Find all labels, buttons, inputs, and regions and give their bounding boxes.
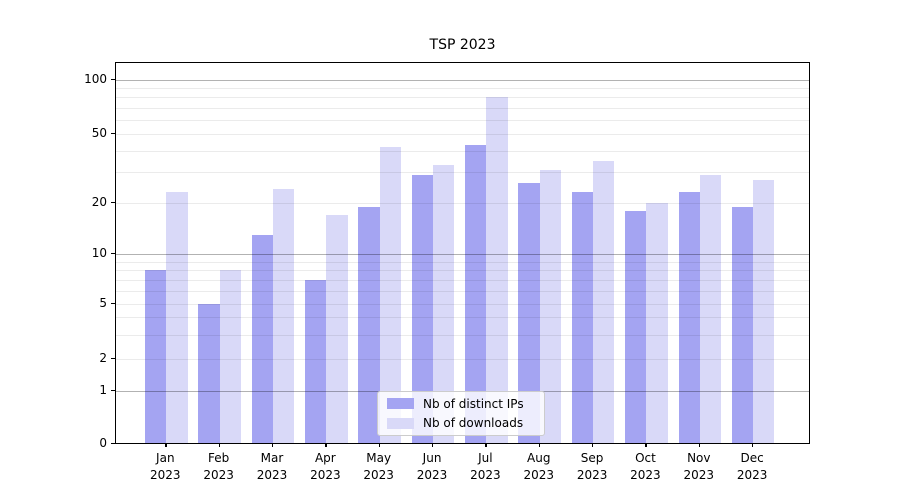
x-tick-label-nov: Nov 2023 [669, 450, 729, 484]
x-tick-label-sep: Sep 2023 [562, 450, 622, 484]
x-tick-label-jul: Jul 2023 [455, 450, 515, 484]
x-tick-month: Mar [260, 451, 284, 465]
x-tick-month: Aug [527, 451, 551, 465]
bar-distinct-ips-nov [678, 192, 700, 443]
bar-downloads-jan [166, 192, 188, 443]
bar-downloads-apr [326, 214, 348, 443]
bar-downloads-nov [699, 175, 722, 443]
y-tick-mark-2 [111, 358, 115, 360]
x-tick-year: 2023 [523, 468, 555, 482]
x-tick-mark-oct [645, 443, 647, 447]
x-tick-year: 2023 [203, 468, 234, 482]
y-tick-mark-0 [111, 443, 115, 445]
x-tick-year: 2023 [150, 468, 181, 482]
y-tick-label-0: 0 [99, 436, 107, 450]
x-tick-label-apr: Apr 2023 [295, 450, 355, 484]
x-tick-mark-jun [432, 443, 434, 447]
legend: Nb of distinct IPs Nb of downloads [377, 391, 545, 436]
x-tick-year: 2023 [416, 468, 448, 482]
x-tick-month: Jan [156, 451, 175, 465]
bar-downloads-may [379, 147, 401, 443]
bar-distinct-ips-feb [198, 304, 220, 443]
y-tick-label-100: 100 [84, 72, 107, 86]
x-tick-year: 2023 [256, 468, 288, 482]
y-tick-mark-100 [111, 79, 115, 81]
bar-distinct-ips-may [358, 206, 380, 443]
bar-downloads-aug [539, 169, 562, 443]
x-tick-label-oct: Oct 2023 [615, 450, 675, 484]
x-tick-label-feb: Feb 2023 [189, 450, 249, 484]
legend-label-distinct-ips: Nb of distinct IPs [423, 396, 524, 411]
bar-distinct-ips-aug [518, 183, 540, 443]
bar-distinct-ips-mar [251, 234, 273, 443]
x-tick-mark-aug [538, 443, 541, 447]
y-tick-label-50: 50 [91, 126, 107, 140]
bar-downloads-oct [646, 203, 668, 443]
y-tick-mark-20 [111, 202, 115, 204]
chart-title: TSP 2023 [429, 37, 496, 53]
y-tick-label-5: 5 [99, 296, 107, 310]
x-tick-month: May [366, 451, 392, 465]
bar-distinct-ips-dec [731, 206, 754, 443]
x-tick-year: 2023 [470, 468, 501, 482]
x-tick-year: 2023 [310, 468, 341, 482]
legend-swatch-downloads [387, 417, 414, 429]
x-tick-label-dec: Dec 2023 [722, 450, 782, 484]
legend-label-downloads: Nb of downloads [423, 416, 524, 431]
legend-row-distinct-ips: Nb of distinct IPs [387, 397, 544, 411]
x-tick-label-aug: Aug 2023 [509, 450, 569, 484]
x-tick-month: Jun [422, 451, 442, 465]
x-tick-year: 2023 [576, 468, 608, 482]
x-tick-mark-sep [592, 443, 594, 447]
x-tick-year: 2023 [683, 468, 715, 482]
x-tick-month: Feb [208, 451, 230, 465]
x-tick-month: Nov [687, 451, 711, 465]
y-tick-label-10: 10 [91, 246, 107, 260]
x-tick-year: 2023 [363, 468, 394, 482]
bar-downloads-mar [273, 189, 295, 443]
x-tick-mark-nov [698, 443, 701, 447]
x-tick-mark-dec [752, 443, 754, 447]
y-tick-mark-1 [111, 390, 115, 392]
legend-swatch-distinct-ips [387, 398, 414, 410]
x-tick-mark-mar [272, 443, 274, 447]
bar-distinct-ips-sep [571, 192, 594, 443]
legend-row-downloads: Nb of downloads [387, 416, 544, 430]
bar-distinct-ips-jan [145, 270, 167, 443]
x-tick-label-may: May 2023 [349, 450, 409, 484]
y-tick-mark-10 [111, 253, 115, 255]
x-tick-month: Sep [580, 451, 604, 465]
x-tick-label-jan: Jan 2023 [135, 450, 195, 484]
x-tick-mark-apr [325, 443, 327, 447]
x-tick-mark-may [378, 443, 380, 447]
x-tick-year: 2023 [630, 468, 661, 482]
x-tick-month: Apr [314, 451, 336, 465]
y-tick-label-20: 20 [91, 195, 107, 209]
x-tick-year: 2023 [736, 468, 768, 482]
bar-distinct-ips-jun [411, 175, 434, 443]
bar-distinct-ips-jul [465, 145, 487, 443]
x-tick-label-jun: Jun 2023 [402, 450, 462, 484]
y-tick-mark-5 [111, 303, 115, 305]
y-tick-label-1: 1 [99, 383, 107, 397]
x-tick-mark-feb [218, 443, 220, 447]
bar-distinct-ips-oct [625, 210, 647, 443]
bar-downloads-feb [219, 270, 241, 443]
x-tick-label-mar: Mar 2023 [242, 450, 302, 484]
bar-downloads-jul [486, 97, 508, 443]
bar-downloads-dec [753, 180, 775, 443]
bar-distinct-ips-apr [305, 279, 327, 443]
y-tick-label-2: 2 [99, 351, 107, 365]
plot-area [115, 62, 810, 444]
bars-layer [116, 63, 809, 443]
bar-downloads-jun [433, 165, 455, 443]
x-tick-month: Oct [635, 451, 656, 465]
x-tick-month: Dec [740, 451, 764, 465]
bar-downloads-sep [593, 160, 615, 443]
x-tick-mark-jan [165, 443, 167, 447]
y-tick-mark-50 [111, 133, 115, 135]
x-tick-month: Jul [478, 451, 493, 465]
x-tick-mark-jul [485, 443, 487, 447]
